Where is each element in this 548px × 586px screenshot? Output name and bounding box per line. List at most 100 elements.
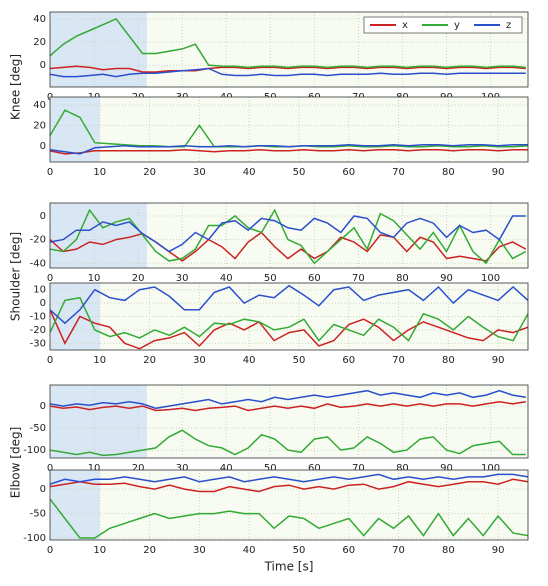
x-tick-label: 0: [47, 273, 53, 284]
series-line: [50, 400, 526, 412]
x-tick-label: 80: [396, 463, 409, 474]
shaded-span: [50, 385, 147, 458]
x-tick-label: 90: [440, 463, 453, 474]
y-tick-label: 10: [33, 285, 46, 296]
x-tick-label: 10: [93, 545, 106, 556]
series-line: [50, 215, 526, 253]
series-line: [50, 143, 528, 155]
x-tick-label: 100: [481, 463, 500, 474]
x-tick-label: 10: [93, 355, 106, 366]
series-line: [50, 17, 526, 69]
plot-frame: [49, 384, 529, 459]
series-line: [50, 429, 526, 457]
x-tick-label: 60: [342, 545, 355, 556]
x-tick-label: 40: [220, 463, 233, 474]
y-tick-label: 40: [33, 100, 46, 111]
plot-area: [50, 97, 528, 162]
x-tick-label: 80: [396, 273, 409, 284]
x-tick-label: 20: [143, 355, 156, 366]
x-tick-label: 90: [492, 545, 505, 556]
y-tick-label: -100: [23, 533, 46, 544]
series-line: [50, 498, 528, 539]
x-tick-label: 50: [293, 167, 306, 178]
y-tick-label: -10: [30, 312, 46, 323]
series-line: [50, 473, 528, 485]
x-tick-label: 70: [392, 545, 405, 556]
y-tick-label: -50: [30, 423, 46, 434]
x-tick-label: 60: [308, 273, 321, 284]
panel: 0 10 20 30 40 50 60 70 80 90 100 -100 -50 0 Elbow [deg…: [9, 384, 529, 498]
panel: 0 10 20 30 40 50 60 70 80 90 -30 -20 -10 0 10: [30, 282, 529, 366]
x-tick-label: 10: [93, 167, 106, 178]
x-tick-label: 20: [143, 167, 156, 178]
x-tick-label: 50: [264, 463, 277, 474]
y-tick-label: 20: [33, 37, 46, 48]
y-axis-label: Knee [deg]: [9, 54, 23, 120]
plot-frame: [49, 469, 529, 541]
x-axis-label: Time [s]: [264, 560, 314, 574]
y-tick-label: 0: [40, 401, 46, 412]
x-tick-label: 0: [47, 355, 53, 366]
panel: 0 10 20 30 40 50 60 70 80 90 0 20 40: [33, 96, 529, 178]
series-line: [50, 478, 528, 493]
y-tick-label: -100: [23, 445, 46, 456]
legend: x y z: [363, 16, 523, 34]
x-tick-label: 70: [392, 355, 405, 366]
series-line: [50, 231, 527, 262]
x-tick-label: 40: [220, 273, 233, 284]
x-tick-label: 0: [47, 545, 53, 556]
x-tick-label: 0: [47, 167, 53, 178]
x-tick-label: 80: [442, 167, 455, 178]
x-tick-label: 20: [132, 273, 145, 284]
x-tick-label: 10: [88, 273, 101, 284]
x-tick-label: 50: [293, 545, 306, 556]
y-tick-label: 0: [40, 484, 46, 495]
series-line: [50, 149, 528, 155]
shaded-span: [50, 12, 147, 87]
x-tick-label: 90: [440, 273, 453, 284]
x-tick-label: 60: [342, 167, 355, 178]
y-tick-label: 20: [33, 120, 46, 131]
x-tick-label: 100: [481, 273, 500, 284]
x-tick-label: 70: [352, 463, 365, 474]
legend-label: x: [402, 20, 408, 31]
x-tick-label: 60: [308, 463, 321, 474]
x-tick-label: 0: [47, 463, 53, 474]
series-line: [50, 389, 526, 410]
x-tick-label: 50: [264, 273, 277, 284]
series-line: [50, 284, 528, 325]
y-tick-label: 0: [40, 298, 46, 309]
series-line: [50, 67, 526, 78]
x-tick-label: 50: [293, 355, 306, 366]
x-tick-label: 90: [492, 167, 505, 178]
x-tick-label: 70: [352, 273, 365, 284]
series-line: [50, 309, 528, 350]
y-tick-label: -30: [30, 338, 46, 349]
plot-frame: [49, 11, 529, 88]
y-axis-label: Shoulder [deg]: [9, 232, 23, 321]
panel: 0 10 20 30 40 50 60 70 80 90 -100 -50 0 Time [s]: [23, 469, 529, 574]
x-tick-label: 40: [243, 167, 256, 178]
x-tick-label: 20: [143, 545, 156, 556]
y-tick-label: -50: [30, 509, 46, 520]
x-tick-label: 10: [88, 463, 101, 474]
x-tick-label: 90: [492, 355, 505, 366]
series-line: [50, 296, 528, 342]
shaded-span: [50, 203, 147, 268]
x-tick-label: 40: [243, 545, 256, 556]
x-tick-label: 30: [193, 167, 206, 178]
plot-frame: [49, 282, 529, 351]
x-tick-label: 80: [442, 545, 455, 556]
x-tick-label: 80: [442, 355, 455, 366]
series-line: [50, 208, 527, 265]
y-tick-label: 0: [40, 141, 46, 152]
plot-area: [50, 470, 528, 540]
legend-label: z: [506, 20, 511, 31]
y-tick-label: 0: [40, 211, 46, 222]
x-tick-label: 30: [176, 273, 189, 284]
legend-label: y: [454, 20, 460, 31]
x-tick-label: 70: [392, 167, 405, 178]
plot-frame: [49, 96, 529, 163]
